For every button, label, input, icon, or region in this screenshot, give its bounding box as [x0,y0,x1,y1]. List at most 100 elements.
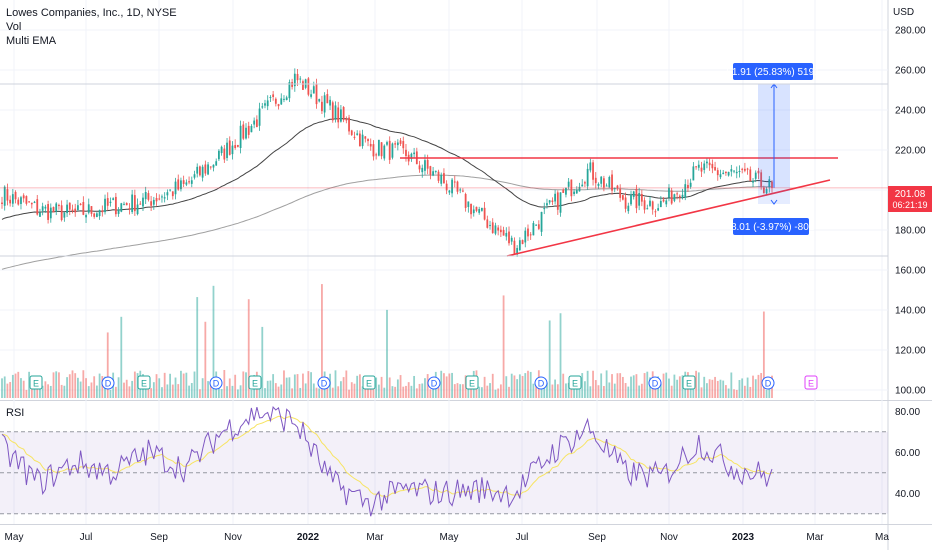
candle-body[interactable] [608,177,611,188]
candle-body[interactable] [738,170,741,172]
candle-body[interactable] [152,199,155,205]
candle-body[interactable] [239,125,242,149]
candle-body[interactable] [299,78,302,80]
candle-body[interactable] [266,100,269,107]
candle-body[interactable] [350,130,353,135]
candle-body[interactable] [264,103,266,106]
candle-body[interactable] [193,174,196,178]
candle-body[interactable] [288,82,291,99]
candle-body[interactable] [236,145,239,147]
candle-body[interactable] [735,171,738,174]
candle-body[interactable] [60,205,63,221]
candle-body[interactable] [529,234,532,236]
rsi-legend[interactable]: RSI [6,407,25,419]
candle-body[interactable] [49,207,52,219]
candle-body[interactable] [413,152,416,155]
candle-body[interactable] [188,181,190,183]
candle-body[interactable] [429,166,432,175]
candle-body[interactable] [719,174,722,178]
candle-body[interactable] [459,189,462,191]
candle-body[interactable] [231,145,234,155]
candle-body[interactable] [321,101,323,112]
candle-body[interactable] [163,197,166,199]
candle-body[interactable] [250,125,253,133]
candle-body[interactable] [673,194,676,201]
candle-body[interactable] [201,166,204,178]
candle-body[interactable] [499,229,502,233]
measure-down-label[interactable]: -8.01 (-3.97%) -801 [728,218,815,235]
candle-body[interactable] [443,173,445,184]
candle-body[interactable] [567,181,570,187]
candle-body[interactable] [399,140,402,144]
candle-body[interactable] [47,204,49,220]
candle-body[interactable] [762,187,765,194]
candle-body[interactable] [478,209,481,213]
candle-body[interactable] [405,149,407,157]
candle-body[interactable] [527,228,529,237]
candle-body[interactable] [592,162,594,180]
candle-body[interactable] [253,120,256,125]
candle-body[interactable] [79,203,82,205]
candle-body[interactable] [120,203,123,212]
candle-body[interactable] [505,232,508,237]
earnings-marker[interactable] [465,375,479,390]
candle-body[interactable] [508,231,510,244]
candle-body[interactable] [14,191,17,200]
candle-body[interactable] [621,195,624,200]
candle-body[interactable] [66,204,68,214]
candle-body[interactable] [367,139,369,142]
candle-body[interactable] [218,150,220,160]
candle-body[interactable] [342,107,345,121]
candle-body[interactable] [144,191,147,200]
candle-body[interactable] [678,195,681,198]
candle-body[interactable] [142,197,144,207]
candle-body[interactable] [605,185,608,187]
dividend-marker[interactable] [101,376,115,390]
candle-body[interactable] [480,207,483,211]
candle-body[interactable] [131,194,134,213]
candle-body[interactable] [624,197,627,209]
candle-body[interactable] [204,164,207,174]
candle-body[interactable] [467,201,470,207]
candle-body[interactable] [695,166,697,168]
candle-body[interactable] [700,167,703,172]
candle-body[interactable] [125,203,128,206]
candle-body[interactable] [640,194,643,202]
earnings-marker[interactable] [568,375,582,390]
candle-body[interactable] [77,205,79,210]
candle-body[interactable] [659,200,662,208]
candle-body[interactable] [128,208,131,210]
candle-body[interactable] [603,178,605,188]
candle-body[interactable] [752,181,754,183]
candle-body[interactable] [684,184,687,198]
candle-body[interactable] [651,201,654,210]
candle-body[interactable] [630,194,632,205]
candle-body[interactable] [383,145,386,159]
candle-body[interactable] [226,142,228,158]
candle-body[interactable] [310,94,312,97]
earnings-marker[interactable] [137,375,151,390]
candle-body[interactable] [136,204,139,215]
candle-body[interactable] [475,206,478,211]
candle-body[interactable] [472,209,475,214]
candle-body[interactable] [418,165,421,170]
candle-body[interactable] [771,181,773,188]
candle-body[interactable] [757,170,760,174]
candle-body[interactable] [654,211,657,213]
candle-body[interactable] [516,248,519,255]
candle-body[interactable] [662,199,665,202]
candle-body[interactable] [730,169,733,172]
candle-body[interactable] [689,182,692,187]
candle-body[interactable] [391,143,394,158]
candle-body[interactable] [180,180,182,190]
candle-body[interactable] [497,227,500,231]
candle-body[interactable] [426,159,429,169]
candle-body[interactable] [714,167,716,171]
candle-body[interactable] [334,105,337,119]
candle-body[interactable] [510,237,513,242]
candle-body[interactable] [635,188,638,209]
candle-body[interactable] [182,180,185,184]
candle-body[interactable] [258,108,261,126]
earnings-marker[interactable] [804,375,818,390]
